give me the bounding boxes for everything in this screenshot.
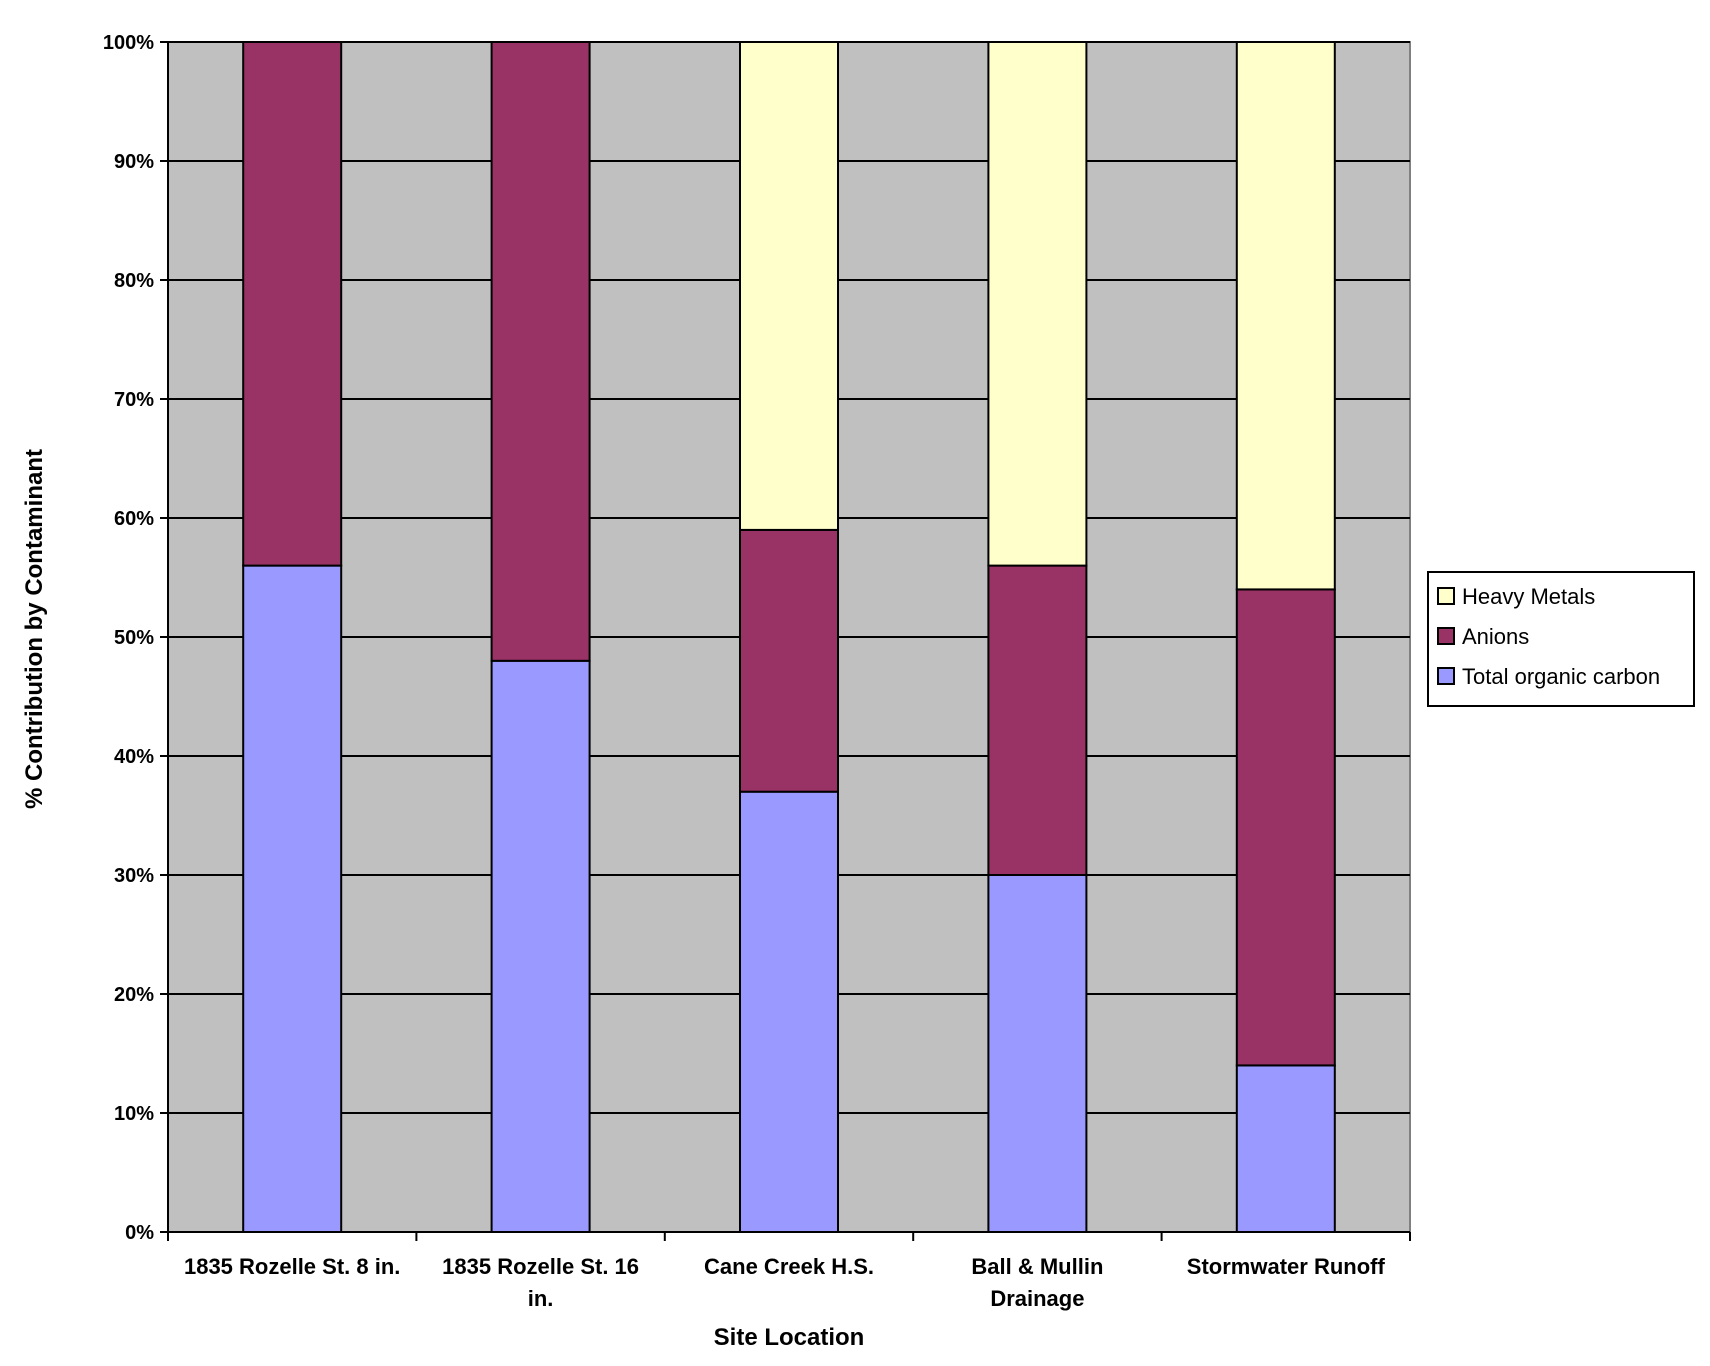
legend-swatch xyxy=(1437,627,1455,645)
bar-segment-total-organic-carbon xyxy=(987,874,1088,1233)
x-tick-label: 1835 Rozelle St. 16 in. xyxy=(442,1254,639,1311)
bar-segment-anions xyxy=(739,528,839,793)
y-tick-label: 50% xyxy=(114,627,154,649)
bar-segment-total-organic-carbon xyxy=(490,659,591,1233)
y-tick-label: 20% xyxy=(114,984,154,1006)
legend-label: Heavy Metals xyxy=(1462,584,1595,609)
legend-label: Anions xyxy=(1462,624,1529,649)
y-tick-label: 90% xyxy=(114,151,154,173)
axes xyxy=(160,41,1411,1241)
bars xyxy=(242,41,1336,1234)
y-tick-label: 100% xyxy=(103,32,154,54)
x-tick-label: 1835 Rozelle St. 8 in. xyxy=(184,1254,400,1279)
y-tick-label: 40% xyxy=(114,746,154,768)
legend: Heavy Metals Anions Total organic carbon xyxy=(1427,571,1695,707)
x-tick-label: Cane Creek H.S. xyxy=(704,1254,874,1279)
bar-segment-heavy-metals xyxy=(1235,41,1336,591)
legend-swatch xyxy=(1437,587,1455,605)
y-tick-label: 60% xyxy=(114,508,154,530)
bar-segment-total-organic-carbon xyxy=(739,790,839,1233)
bar-segment-heavy-metals xyxy=(987,41,1088,567)
x-tick-label: Ball & Mullin Drainage xyxy=(971,1254,1103,1311)
legend-swatch xyxy=(1437,667,1455,685)
bar-segment-anions xyxy=(1235,588,1336,1067)
x-tick-labels: 1835 Rozelle St. 8 in. 1835 Rozelle St. 1… xyxy=(184,1254,1385,1311)
bar-segment-anions xyxy=(490,41,591,662)
y-tick-label: 0% xyxy=(125,1222,154,1244)
bar-segment-total-organic-carbon xyxy=(1235,1064,1336,1234)
bar-segment-heavy-metals xyxy=(739,41,839,531)
legend-label: Total organic carbon xyxy=(1462,664,1660,689)
y-tick-label: 30% xyxy=(114,865,154,887)
y-tick-label: 70% xyxy=(114,389,154,411)
y-tick-labels: 0% 10% 20% 30% 40% 50% 60% 70% 80% 90% 100% xyxy=(103,32,154,1244)
bar-segment-total-organic-carbon xyxy=(242,564,343,1233)
bar-segment-anions xyxy=(987,564,1088,876)
y-tick-label: 80% xyxy=(114,270,154,292)
x-tick-label: Stormwater Runoff xyxy=(1187,1254,1386,1279)
y-axis-title: % Contribution by Contaminant xyxy=(21,449,48,809)
y-tick-label: 10% xyxy=(114,1103,154,1125)
x-axis-title: Site Location xyxy=(714,1324,865,1351)
bar-segment-anions xyxy=(242,41,343,567)
legend-box xyxy=(1427,571,1695,707)
